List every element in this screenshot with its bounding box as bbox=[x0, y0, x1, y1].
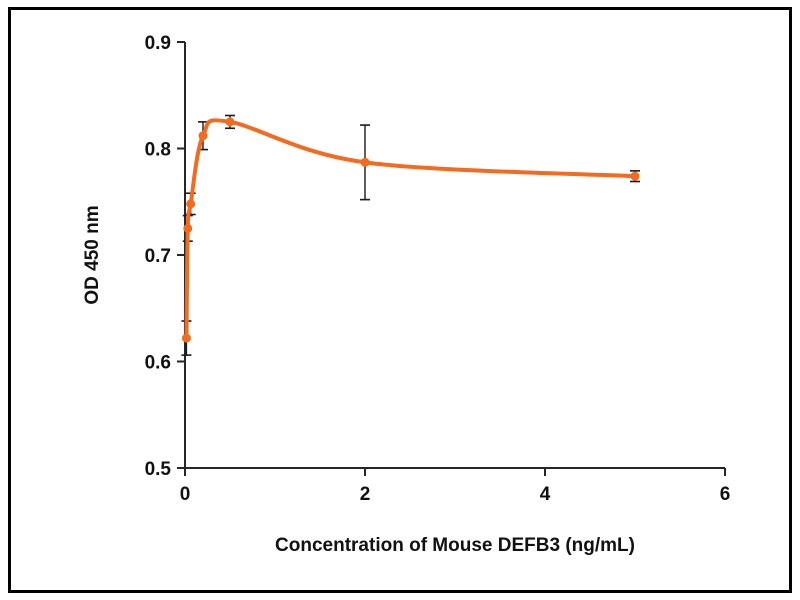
data-point-marker bbox=[181, 333, 191, 343]
data-point-marker bbox=[360, 157, 370, 167]
y-tick-label: 0.9 bbox=[145, 33, 171, 54]
x-tick-label: 4 bbox=[540, 484, 551, 505]
y-tick-label: 0.6 bbox=[145, 353, 171, 374]
data-point-marker bbox=[186, 199, 196, 209]
x-axis-title: Concentration of Mouse DEFB3 (ng/mL) bbox=[275, 535, 635, 556]
data-point-marker bbox=[198, 131, 208, 141]
x-tick-label: 6 bbox=[720, 484, 731, 505]
y-tick-label: 0.7 bbox=[145, 246, 171, 267]
data-point-marker bbox=[225, 117, 235, 127]
series-line bbox=[184, 118, 637, 341]
x-tick-label: 2 bbox=[360, 484, 371, 505]
y-axis-title: OD 450 nm bbox=[82, 205, 103, 305]
y-tick-label: 0.8 bbox=[145, 140, 171, 161]
x-tick-label: 0 bbox=[180, 484, 191, 505]
y-tick-label: 0.5 bbox=[145, 459, 172, 480]
data-point-marker bbox=[630, 171, 640, 181]
data-point-marker bbox=[183, 223, 193, 233]
